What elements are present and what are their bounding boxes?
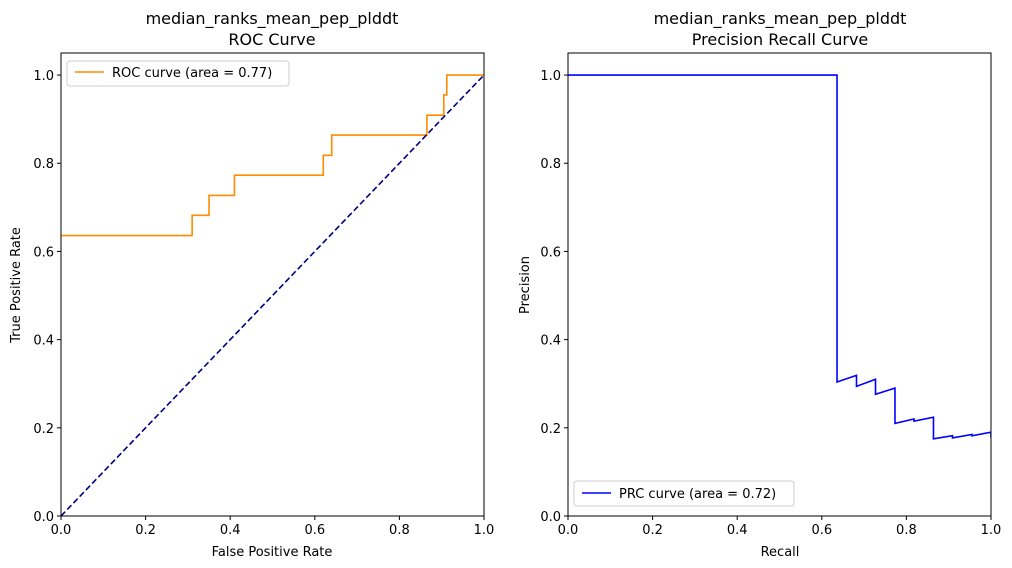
prc-y-tick-label: 0.2 xyxy=(540,422,561,437)
roc-legend-box xyxy=(66,60,290,87)
roc-series-curve xyxy=(61,74,484,237)
roc-title-line2: ROC Curve xyxy=(228,30,315,49)
prc-y-tick-label: 0.0 xyxy=(540,510,561,525)
prc-x-tick-label: 0.8 xyxy=(896,523,917,538)
prc-y-tick-label: 1.0 xyxy=(540,69,561,84)
prc-y-tick-label: 0.6 xyxy=(540,245,561,260)
prc-x-axis-label: Recall xyxy=(761,545,800,560)
prc-legend-label: PRC curve (area = 0.72) xyxy=(619,487,776,502)
roc-y-tick-label: 0.8 xyxy=(33,157,54,172)
roc-y-tick-label: 1.0 xyxy=(33,69,54,84)
roc-axes-frame xyxy=(60,52,485,517)
roc-x-tick-label: 0.4 xyxy=(220,523,241,538)
roc-x-tick-label: 1.0 xyxy=(474,523,495,538)
prc-x-tick-label: 0.0 xyxy=(558,523,579,538)
roc-series-diagonal-reference xyxy=(61,74,484,516)
prc-axes-frame xyxy=(567,52,992,517)
prc-legend-box xyxy=(573,480,795,507)
prc-y-tick-label: 0.4 xyxy=(540,334,561,349)
prc-plot-area: 0.0 0.2 0.4 0.6 0.8 1.0 0.0 0.2 0.4 0.6 0.8 1.0 xyxy=(540,52,1002,538)
roc-y-axis-label: True Positive Rate xyxy=(9,227,24,344)
prc-title-line1: median_ranks_mean_pep_plddt xyxy=(654,9,907,29)
roc-y-tick-label: 0.2 xyxy=(33,422,54,437)
roc-x-tick-label: 0.0 xyxy=(51,523,72,538)
prc-panel: median_ranks_mean_pep_plddt Precision Re… xyxy=(518,9,1001,560)
roc-x-tick-label: 0.8 xyxy=(389,523,410,538)
prc-x-tick-label: 0.4 xyxy=(727,523,748,538)
roc-x-axis-label: False Positive Rate xyxy=(212,545,333,560)
prc-x-tick-label: 1.0 xyxy=(981,523,1002,538)
prc-title-line2: Precision Recall Curve xyxy=(692,30,869,49)
roc-legend-label: ROC curve (area = 0.77) xyxy=(112,66,272,81)
prc-series-curve xyxy=(568,74,991,440)
roc-plot-area: 0.0 0.2 0.4 0.6 0.8 1.0 0.0 0.2 0.4 0.6 0.8 1.0 xyxy=(33,52,495,538)
prc-x-tick-label: 0.2 xyxy=(642,523,663,538)
roc-x-tick-label: 0.6 xyxy=(304,523,325,538)
prc-y-tick-label: 0.8 xyxy=(540,157,561,172)
prc-legend: PRC curve (area = 0.72) xyxy=(573,480,795,507)
roc-x-tick-label: 0.2 xyxy=(135,523,156,538)
roc-legend: ROC curve (area = 0.77) xyxy=(66,60,290,87)
roc-panel: median_ranks_mean_pep_plddt ROC Curve 0.… xyxy=(9,9,494,560)
roc-y-tick-label: 0.4 xyxy=(33,334,54,349)
roc-title-line1: median_ranks_mean_pep_plddt xyxy=(146,9,399,29)
roc-y-tick-label: 0.6 xyxy=(33,245,54,260)
roc-y-tick-label: 0.0 xyxy=(33,510,54,525)
prc-x-tick-label: 0.6 xyxy=(811,523,832,538)
prc-y-axis-label: Precision xyxy=(518,256,533,314)
